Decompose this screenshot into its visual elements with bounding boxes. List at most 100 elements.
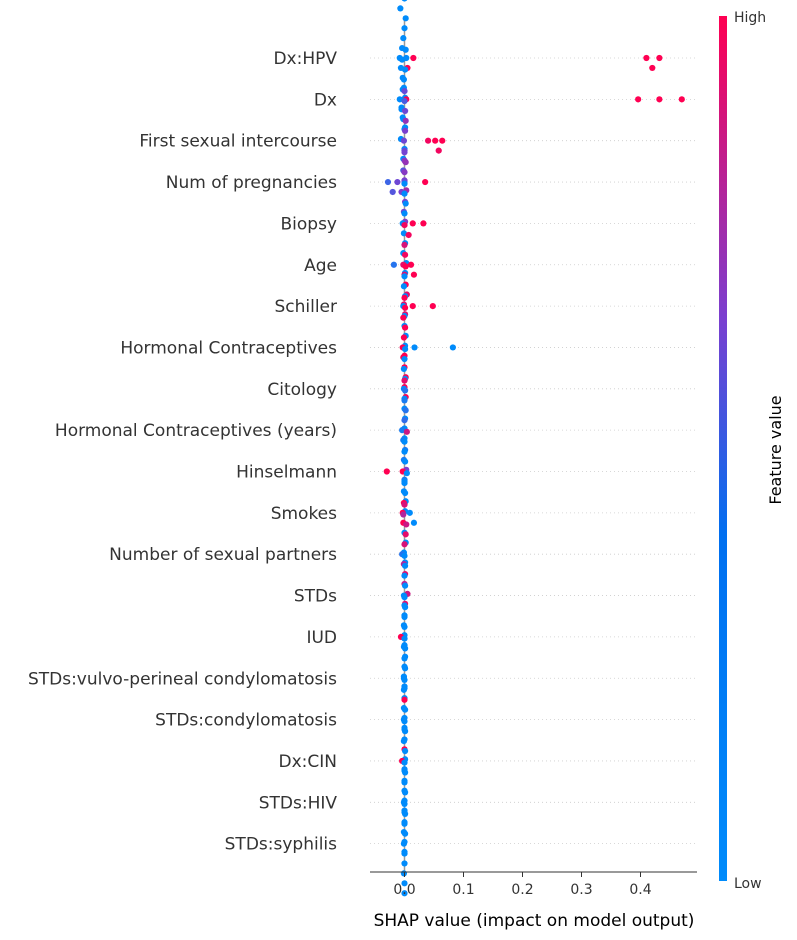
shap-point bbox=[401, 127, 409, 134]
shap-point bbox=[401, 665, 409, 672]
shap-point bbox=[401, 860, 408, 867]
shap-point bbox=[401, 417, 408, 424]
shap-point bbox=[401, 810, 409, 817]
shap-point bbox=[401, 377, 408, 384]
shap-point bbox=[401, 25, 408, 32]
feature-label: Age bbox=[304, 256, 337, 276]
shap-point bbox=[401, 635, 408, 642]
shap-point bbox=[403, 428, 410, 435]
feature-label: STDs:HIV bbox=[259, 793, 338, 813]
shap-point bbox=[402, 407, 409, 414]
shap-point bbox=[420, 220, 427, 227]
shap-point bbox=[401, 324, 409, 331]
shap-point bbox=[401, 623, 408, 631]
shap-point bbox=[407, 261, 415, 268]
shap-point bbox=[400, 511, 407, 518]
shap-point bbox=[401, 830, 409, 837]
shap-point bbox=[410, 271, 418, 278]
feature-label: Dx bbox=[314, 90, 337, 110]
feature-label: Num of pregnancies bbox=[166, 173, 337, 193]
shap-point bbox=[410, 54, 417, 62]
shap-point bbox=[439, 137, 446, 144]
feature-label: STDs:condylomatosis bbox=[155, 711, 337, 731]
colorbar-high-label: High bbox=[734, 10, 766, 26]
points-layer bbox=[383, 0, 685, 897]
shap-point bbox=[401, 718, 408, 725]
shap-point bbox=[383, 468, 390, 475]
shap-point bbox=[401, 728, 409, 735]
shap-point bbox=[401, 149, 408, 156]
row-gridlines bbox=[370, 57, 697, 845]
shap-point bbox=[401, 0, 408, 2]
shap-point bbox=[401, 706, 409, 713]
shap-point bbox=[401, 397, 408, 404]
shap-point bbox=[410, 519, 418, 526]
shap-point bbox=[402, 15, 409, 22]
shap-point bbox=[400, 334, 408, 341]
shap-point bbox=[635, 96, 642, 103]
shap-point bbox=[389, 188, 396, 196]
shap-point bbox=[401, 820, 408, 827]
shap-point bbox=[432, 137, 439, 144]
x-tick-label: 0.3 bbox=[570, 882, 592, 898]
shap-point bbox=[401, 66, 409, 73]
shap-point bbox=[401, 241, 408, 249]
shap-point bbox=[401, 169, 408, 176]
feature-label: Number of sexual partners bbox=[109, 545, 337, 565]
shap-point bbox=[405, 231, 412, 239]
shap-point bbox=[401, 88, 408, 95]
shap-point bbox=[400, 738, 408, 745]
shap-point bbox=[406, 509, 413, 516]
shap-point bbox=[402, 117, 409, 124]
shap-point bbox=[400, 230, 408, 237]
shap-point bbox=[401, 880, 408, 887]
shap-point bbox=[401, 387, 409, 394]
shap-point bbox=[401, 304, 409, 311]
x-tick-label: 0.4 bbox=[629, 882, 651, 898]
shap-point bbox=[401, 562, 409, 569]
shap-point bbox=[397, 5, 404, 12]
shap-point bbox=[409, 220, 416, 227]
shap-point bbox=[678, 96, 685, 103]
shap-point bbox=[401, 582, 409, 589]
feature-label: Smokes bbox=[271, 504, 337, 524]
shap-point bbox=[400, 35, 407, 42]
colorbar-title: Feature value bbox=[766, 395, 785, 504]
x-tick-label: 0.2 bbox=[511, 882, 533, 898]
colorbar-gradient bbox=[719, 16, 727, 881]
shap-point bbox=[401, 438, 408, 445]
shap-point bbox=[399, 427, 406, 434]
shap-point bbox=[401, 850, 408, 857]
feature-label: Hormonal Contraceptives (years) bbox=[55, 421, 337, 441]
shap-point bbox=[400, 314, 407, 321]
feature-label: Hormonal Contraceptives bbox=[120, 338, 337, 358]
shap-point bbox=[401, 779, 408, 786]
shap-point bbox=[400, 870, 408, 877]
shap-point bbox=[400, 283, 408, 290]
shap-point bbox=[402, 159, 409, 166]
shap-point bbox=[649, 64, 656, 72]
feature-label: Biopsy bbox=[281, 214, 338, 234]
shap-point bbox=[422, 178, 429, 186]
shap-point bbox=[401, 645, 409, 652]
shap-point bbox=[401, 789, 409, 796]
shap-point bbox=[401, 251, 409, 258]
shap-point bbox=[401, 221, 408, 229]
shap-point bbox=[394, 178, 401, 186]
shap-point bbox=[402, 531, 409, 538]
feature-label: Dx:HPV bbox=[273, 49, 337, 69]
shap-point bbox=[399, 56, 406, 63]
shap-point bbox=[401, 180, 408, 187]
colorbar: High Low Feature value bbox=[719, 10, 785, 892]
shap-point bbox=[402, 200, 409, 207]
feature-label: First sexual intercourse bbox=[139, 132, 337, 152]
shap-point bbox=[643, 54, 650, 62]
shap-point bbox=[401, 696, 408, 703]
feature-label: Citology bbox=[267, 380, 337, 400]
shap-point bbox=[402, 46, 409, 53]
shap-point bbox=[403, 521, 410, 528]
shap-point bbox=[401, 210, 408, 217]
shap-point bbox=[401, 479, 408, 487]
shap-point bbox=[400, 137, 408, 144]
